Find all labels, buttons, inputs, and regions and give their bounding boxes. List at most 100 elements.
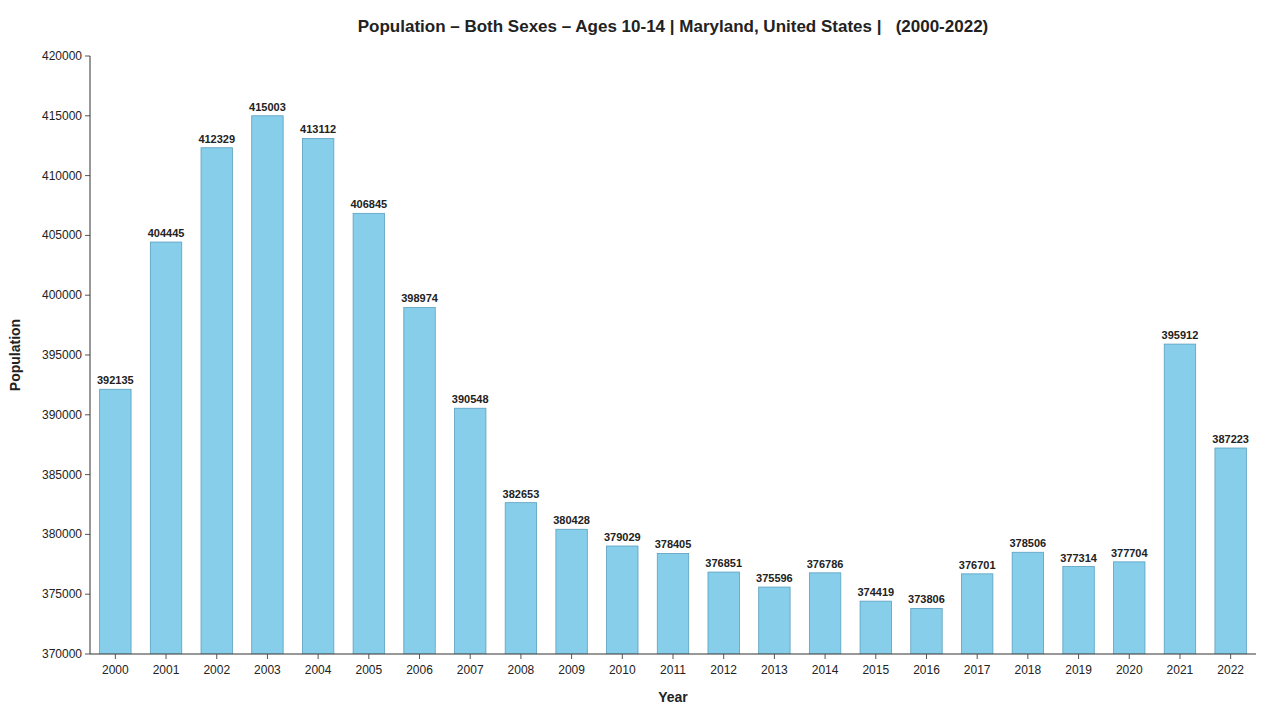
- bar: [100, 389, 131, 654]
- x-tick-label: 2004: [305, 663, 332, 677]
- x-tick: [470, 654, 471, 659]
- data-label: 398974: [401, 292, 439, 304]
- bar: [657, 553, 688, 654]
- y-tick-label: 395000: [42, 348, 82, 362]
- x-tick: [1179, 654, 1180, 659]
- y-axis-line: [90, 56, 91, 654]
- y-tick: [85, 115, 90, 116]
- x-tick-label: 2011: [660, 663, 686, 677]
- bar: [252, 116, 283, 654]
- x-tick-label: 2022: [1217, 663, 1244, 677]
- data-label: 406845: [350, 198, 387, 210]
- x-tick-label: 2006: [406, 663, 433, 677]
- bar: [1114, 562, 1145, 654]
- bar: [302, 138, 333, 654]
- x-tick-label: 2013: [761, 663, 788, 677]
- x-tick: [115, 654, 116, 659]
- data-label: 404445: [148, 227, 185, 239]
- y-tick-label: 410000: [42, 169, 82, 183]
- bar: [455, 408, 486, 654]
- data-label: 382653: [503, 488, 540, 500]
- bar: [1215, 448, 1246, 654]
- x-tick-label: 2018: [1015, 663, 1042, 677]
- x-tick-label: 2003: [254, 663, 281, 677]
- x-tick-label: 2017: [964, 663, 991, 677]
- chart-svg: Population – Both Sexes – Ages 10-14 | M…: [0, 0, 1280, 720]
- x-tick: [875, 654, 876, 659]
- x-tick: [318, 654, 319, 659]
- y-tick: [85, 654, 90, 655]
- data-label: 387223: [1212, 433, 1249, 445]
- title: Population – Both Sexes – Ages 10-14 | M…: [358, 17, 989, 36]
- data-label: 392135: [97, 374, 134, 386]
- y-tick: [85, 235, 90, 236]
- y-axis-label: Population: [7, 319, 23, 391]
- x-tick-label: 2010: [609, 663, 636, 677]
- x-tick: [825, 654, 826, 659]
- bar: [353, 213, 384, 654]
- x-tick-label: 2009: [558, 663, 585, 677]
- y-tick-label: 375000: [42, 587, 82, 601]
- y-tick-label: 370000: [42, 647, 82, 661]
- x-tick-label: 2008: [508, 663, 535, 677]
- y-tick-label: 400000: [42, 288, 82, 302]
- x-axis-label: Year: [658, 689, 688, 705]
- data-label: 373806: [908, 593, 945, 605]
- x-tick-label: 2012: [710, 663, 737, 677]
- bar: [708, 572, 739, 654]
- bar: [1164, 344, 1195, 654]
- y-tick: [85, 56, 90, 57]
- bar: [556, 529, 587, 654]
- y-tick-label: 390000: [42, 408, 82, 422]
- x-tick: [977, 654, 978, 659]
- y-tick-label: 405000: [42, 228, 82, 242]
- x-tick-label: 2000: [102, 663, 129, 677]
- bar: [809, 573, 840, 654]
- x-tick: [571, 654, 572, 659]
- x-tick: [1027, 654, 1028, 659]
- data-label: 375596: [756, 572, 793, 584]
- x-tick: [216, 654, 217, 659]
- bar: [505, 503, 536, 654]
- data-label: 377314: [1060, 552, 1098, 564]
- data-label: 378405: [655, 538, 692, 550]
- x-tick-label: 2007: [457, 663, 484, 677]
- y-tick: [85, 414, 90, 415]
- bar: [1063, 567, 1094, 654]
- x-tick: [419, 654, 420, 659]
- x-tick-label: 2014: [812, 663, 839, 677]
- x-tick-label: 2016: [913, 663, 940, 677]
- data-label: 380428: [553, 514, 590, 526]
- bar: [1012, 552, 1043, 654]
- x-tick-label: 2019: [1065, 663, 1092, 677]
- data-label: 377704: [1111, 547, 1149, 559]
- y-tick: [85, 474, 90, 475]
- data-labels: 3921354044454123294150034131124068453989…: [97, 101, 1249, 606]
- y-tick-label: 415000: [42, 109, 82, 123]
- data-label: 376851: [705, 557, 742, 569]
- data-label: 378506: [1010, 537, 1047, 549]
- x-tick: [1078, 654, 1079, 659]
- bar: [404, 307, 435, 654]
- bars: [100, 116, 1247, 654]
- x-tick: [926, 654, 927, 659]
- y-tick: [85, 175, 90, 176]
- bar: [607, 546, 638, 654]
- data-label: 376701: [959, 559, 996, 571]
- x-tick-label: 2021: [1167, 663, 1194, 677]
- x-tick: [520, 654, 521, 659]
- x-tick: [1129, 654, 1130, 659]
- x-tick: [622, 654, 623, 659]
- y-tick-label: 385000: [42, 468, 82, 482]
- y-axis: 3700003750003800003850003900003950004000…: [42, 49, 90, 661]
- data-label: 395912: [1162, 329, 1199, 341]
- bar: [911, 608, 942, 654]
- x-tick: [774, 654, 775, 659]
- y-tick: [85, 594, 90, 595]
- y-tick-label: 420000: [42, 49, 82, 63]
- chart-container: Population – Both Sexes – Ages 10-14 | M…: [0, 0, 1280, 720]
- data-label: 390548: [452, 393, 489, 405]
- x-tick: [267, 654, 268, 659]
- x-tick-label: 2020: [1116, 663, 1143, 677]
- y-tick: [85, 355, 90, 356]
